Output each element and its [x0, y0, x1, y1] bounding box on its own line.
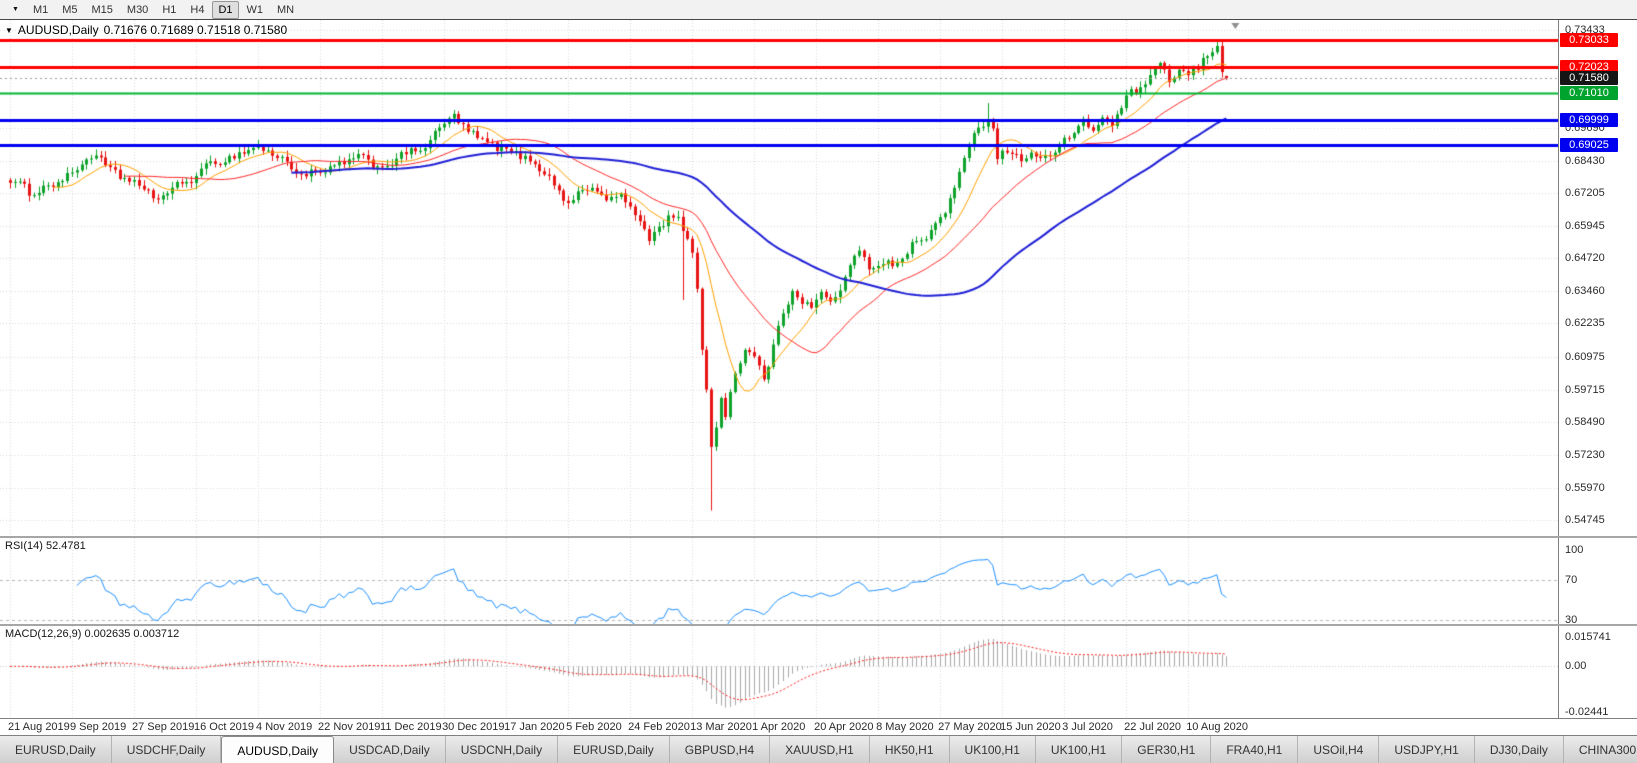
- chart-menu-dropdown-icon[interactable]: ▼: [12, 6, 19, 13]
- date-axis-label: 4 Nov 2019: [256, 721, 313, 733]
- date-axis-label: 15 Jun 2020: [1000, 721, 1061, 733]
- chart-tab[interactable]: UK100,H1: [1036, 736, 1123, 763]
- main-chart-pane: 0.73433 0.69690 0.68430 0.67205 0.65945 0.647…: [0, 20, 1637, 536]
- price-axis-label: 0.68430: [1565, 155, 1605, 168]
- support-level-badge: 0.69999: [1560, 112, 1618, 127]
- chart-tab[interactable]: HK50,H1: [870, 736, 950, 763]
- date-axis-label: 16 Oct 2019: [194, 721, 254, 733]
- rsi-axis-label: 100: [1565, 544, 1584, 556]
- support-level-badge: 0.71010: [1560, 86, 1618, 101]
- price-axis-label: 0.65945: [1565, 220, 1605, 233]
- price-axis-label: 0.59715: [1565, 383, 1605, 396]
- main-chart-canvas[interactable]: [0, 20, 1558, 536]
- timeframe-button-m5[interactable]: M5: [62, 3, 78, 16]
- date-axis-label: 24 Feb 2020: [628, 721, 690, 733]
- rsi-canvas[interactable]: [0, 538, 1558, 624]
- date-axis-label: 27 Sep 2019: [132, 721, 195, 733]
- rsi-pane: 100 70 30 RSI(14) 52.4781: [0, 538, 1637, 624]
- chart-ohlc-values: 0.71676 0.71689 0.71518 0.71580: [103, 23, 288, 37]
- macd-label: MACD(12,26,9) 0.002635 0.003712: [5, 628, 180, 640]
- timeframe-toolbar: ▼ M1 M5 M15 M30 H1 H4 D1 W1 MN: [0, 0, 1637, 20]
- date-axis-label: 30 Dec 2019: [442, 721, 505, 733]
- date-axis-label: 21 Aug 2019: [8, 721, 70, 733]
- timeframe-button-m15[interactable]: M15: [91, 3, 113, 16]
- date-axis-label: 1 Apr 2020: [752, 721, 806, 733]
- chart-collapse-icon[interactable]: ▼: [5, 25, 13, 35]
- rsi-axis-label: 70: [1565, 574, 1578, 586]
- price-axis-label: 0.64720: [1565, 252, 1605, 265]
- date-axis-label: 22 Nov 2019: [318, 721, 381, 733]
- timeframe-button-mn[interactable]: MN: [277, 3, 295, 16]
- timeframe-button-m30[interactable]: M30: [126, 3, 149, 16]
- chart-tabbar: EURUSD,Daily USDCHF,Daily AUDUSD,Daily USDC…: [0, 735, 1637, 763]
- macd-axis-label: 0.015741: [1565, 630, 1611, 643]
- date-axis-label: 22 Jul 2020: [1124, 721, 1182, 733]
- support-level-badge: 0.69025: [1560, 138, 1618, 153]
- date-axis: 21 Aug 2019 9 Sep 2019 27 Sep 2019 16 Oct 2…: [0, 718, 1637, 735]
- rsi-axis: 100 70 30: [1558, 538, 1637, 624]
- current-price-badge: 0.71580: [1560, 71, 1618, 86]
- date-axis-label: 3 Jul 2020: [1062, 721, 1113, 733]
- pane-splitter[interactable]: [0, 536, 1637, 538]
- price-axis-label: 0.60975: [1565, 350, 1605, 363]
- chart-tab[interactable]: USDCNH,Daily: [446, 736, 559, 763]
- timeframe-button-m1[interactable]: M1: [32, 3, 49, 16]
- date-axis-label: 10 Aug 2020: [1186, 721, 1248, 733]
- chart-tab[interactable]: XAUUSD,H1: [770, 736, 870, 763]
- timeframe-button-h4[interactable]: H4: [190, 3, 205, 16]
- timeframe-button-w1[interactable]: W1: [246, 3, 264, 16]
- date-axis-label: 17 Jan 2020: [504, 721, 565, 733]
- macd-axis-label: -0.02441: [1565, 706, 1609, 718]
- rsi-axis-label: 30: [1565, 614, 1578, 624]
- macd-pane: 0.015741 0.00 -0.02441 MACD(12,26,9) 0.002…: [0, 626, 1637, 718]
- price-axis-label: 0.57230: [1565, 448, 1605, 461]
- chart-tab[interactable]: USDJPY,H1: [1379, 736, 1475, 763]
- timeframe-button-h1[interactable]: H1: [162, 3, 177, 16]
- chart-tab[interactable]: EURUSD,Daily: [558, 736, 670, 763]
- price-axis-label: 0.58490: [1565, 415, 1605, 428]
- chart-tab[interactable]: USDCHF,Daily: [112, 736, 222, 763]
- macd-axis: 0.015741 0.00 -0.02441: [1558, 626, 1637, 718]
- chart-tab[interactable]: DJ30,Daily: [1475, 736, 1564, 763]
- price-axis: 0.73433 0.69690 0.68430 0.67205 0.65945 0.647…: [1558, 20, 1637, 536]
- date-axis-label: 8 May 2020: [876, 721, 934, 733]
- price-axis-label: 0.54745: [1565, 513, 1605, 526]
- macd-canvas[interactable]: [0, 626, 1558, 718]
- date-axis-label: 11 Dec 2019: [380, 721, 442, 733]
- chart-tab[interactable]: USDCAD,Daily: [334, 736, 446, 763]
- chart-tab[interactable]: USOil,H4: [1298, 736, 1380, 763]
- timeframe-button-d1[interactable]: D1: [212, 0, 239, 19]
- date-axis-label: 9 Sep 2019: [70, 721, 127, 733]
- chart-tab[interactable]: GER30,H1: [1122, 736, 1212, 763]
- chart-tab[interactable]: EURUSD,Daily: [0, 736, 112, 763]
- chart-tab[interactable]: AUDUSD,Daily: [221, 736, 335, 763]
- chart-window: 0.73433 0.69690 0.68430 0.67205 0.65945 0.647…: [0, 20, 1637, 735]
- date-axis-label: 13 Mar 2020: [690, 721, 752, 733]
- chart-tab[interactable]: GBPUSD,H4: [670, 736, 771, 763]
- pane-splitter[interactable]: [0, 624, 1637, 626]
- resistance-level-badge: 0.73033: [1560, 33, 1618, 48]
- price-axis-label: 0.55970: [1565, 481, 1605, 494]
- price-axis-label: 0.73433: [1565, 23, 1605, 36]
- price-axis-label: 0.62235: [1565, 317, 1605, 330]
- chart-title-overlay: ▼ AUDUSD,Daily 0.71676 0.71689 0.71518 0…: [5, 23, 287, 37]
- chart-tab[interactable]: FRA40,H1: [1211, 736, 1299, 763]
- chart-tab[interactable]: UK100,H1: [950, 736, 1036, 763]
- chart-title: AUDUSD,Daily: [17, 23, 99, 37]
- date-axis-label: 20 Apr 2020: [814, 721, 874, 733]
- timeframe-buttons: M1 M5 M15 M30 H1 H4 D1 W1 MN: [27, 0, 300, 19]
- macd-axis-label: 0.00: [1565, 660, 1587, 673]
- chart-tab[interactable]: CHINA300,H1: [1564, 736, 1637, 763]
- rsi-label: RSI(14) 52.4781: [5, 540, 86, 552]
- price-axis-label: 0.67205: [1565, 187, 1605, 200]
- date-axis-label: 5 Feb 2020: [566, 721, 622, 733]
- price-axis-label: 0.63460: [1565, 285, 1605, 298]
- date-axis-label: 27 May 2020: [938, 721, 1002, 733]
- resistance-level-badge: 0.72023: [1560, 59, 1618, 74]
